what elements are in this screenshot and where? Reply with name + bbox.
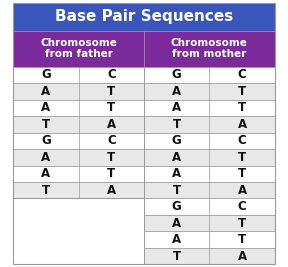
Bar xyxy=(144,231,275,248)
Bar xyxy=(13,116,144,132)
Text: T: T xyxy=(238,167,246,180)
Text: G: G xyxy=(172,134,181,147)
Text: A: A xyxy=(238,184,247,197)
Text: T: T xyxy=(238,151,246,164)
Bar xyxy=(13,100,144,116)
Text: T: T xyxy=(238,233,246,246)
Bar xyxy=(144,166,275,182)
Bar xyxy=(13,132,144,149)
Text: A: A xyxy=(41,85,50,98)
Bar xyxy=(13,31,144,67)
Text: G: G xyxy=(41,134,51,147)
Bar xyxy=(13,166,144,182)
Bar xyxy=(144,182,275,198)
Bar xyxy=(13,182,144,198)
Bar xyxy=(13,67,144,83)
Text: A: A xyxy=(172,217,181,230)
Text: T: T xyxy=(107,151,115,164)
Bar xyxy=(144,149,275,166)
Text: T: T xyxy=(238,217,246,230)
Text: A: A xyxy=(172,151,181,164)
Text: T: T xyxy=(107,101,115,114)
Text: Chromosome
from father: Chromosome from father xyxy=(40,38,117,60)
Text: T: T xyxy=(42,184,50,197)
Text: A: A xyxy=(107,184,116,197)
Text: A: A xyxy=(238,250,247,262)
Text: G: G xyxy=(41,68,51,81)
Text: T: T xyxy=(173,184,181,197)
Bar xyxy=(144,67,275,83)
Text: A: A xyxy=(238,118,247,131)
Bar xyxy=(144,248,275,264)
Text: A: A xyxy=(172,101,181,114)
Bar xyxy=(13,83,144,100)
Text: Chromosome
from mother: Chromosome from mother xyxy=(171,38,248,60)
Text: A: A xyxy=(41,167,50,180)
Bar xyxy=(13,231,144,248)
Bar xyxy=(144,215,275,231)
Text: A: A xyxy=(41,101,50,114)
Bar xyxy=(13,215,144,231)
Bar xyxy=(144,100,275,116)
Text: C: C xyxy=(238,134,247,147)
Text: A: A xyxy=(172,233,181,246)
Text: T: T xyxy=(238,85,246,98)
Text: G: G xyxy=(172,200,181,213)
Text: C: C xyxy=(238,200,247,213)
Text: T: T xyxy=(238,101,246,114)
Text: C: C xyxy=(107,68,116,81)
Bar xyxy=(13,198,144,215)
Text: A: A xyxy=(172,167,181,180)
Text: T: T xyxy=(107,167,115,180)
Bar xyxy=(13,3,275,31)
Text: T: T xyxy=(42,118,50,131)
Text: C: C xyxy=(107,134,116,147)
Text: T: T xyxy=(173,250,181,262)
Text: A: A xyxy=(41,151,50,164)
Text: G: G xyxy=(172,68,181,81)
Bar xyxy=(13,149,144,166)
Bar xyxy=(144,116,275,132)
Text: T: T xyxy=(107,85,115,98)
Text: T: T xyxy=(173,118,181,131)
Bar xyxy=(144,132,275,149)
Bar xyxy=(144,83,275,100)
Text: Base Pair Sequences: Base Pair Sequences xyxy=(55,9,233,24)
Bar xyxy=(144,31,275,67)
Text: A: A xyxy=(172,85,181,98)
Text: C: C xyxy=(238,68,247,81)
Bar xyxy=(144,198,275,215)
Text: A: A xyxy=(107,118,116,131)
Bar xyxy=(13,248,144,264)
